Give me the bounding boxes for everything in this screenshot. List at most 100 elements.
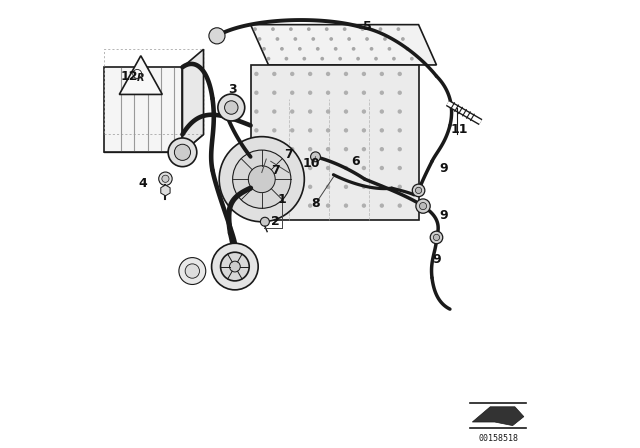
Circle shape bbox=[344, 109, 348, 114]
Circle shape bbox=[344, 128, 348, 133]
Circle shape bbox=[321, 57, 324, 60]
Circle shape bbox=[248, 166, 275, 193]
Text: 1: 1 bbox=[278, 193, 286, 206]
Text: 8: 8 bbox=[311, 197, 320, 211]
Text: 7: 7 bbox=[271, 164, 280, 177]
Circle shape bbox=[272, 128, 276, 133]
Circle shape bbox=[262, 47, 266, 51]
Circle shape bbox=[344, 166, 348, 170]
Circle shape bbox=[362, 185, 366, 189]
Circle shape bbox=[326, 147, 330, 151]
Circle shape bbox=[326, 72, 330, 76]
Circle shape bbox=[397, 166, 402, 170]
Circle shape bbox=[258, 37, 261, 41]
Circle shape bbox=[370, 47, 373, 51]
Circle shape bbox=[294, 37, 297, 41]
Circle shape bbox=[361, 27, 364, 31]
Circle shape bbox=[272, 109, 276, 114]
Circle shape bbox=[271, 27, 275, 31]
Circle shape bbox=[380, 147, 384, 151]
Circle shape bbox=[159, 172, 172, 185]
Circle shape bbox=[168, 138, 197, 167]
Circle shape bbox=[285, 57, 288, 60]
Circle shape bbox=[209, 28, 225, 44]
Circle shape bbox=[334, 47, 337, 51]
Circle shape bbox=[308, 147, 312, 151]
Circle shape bbox=[308, 109, 312, 114]
Circle shape bbox=[254, 185, 259, 189]
Circle shape bbox=[290, 203, 294, 208]
Circle shape bbox=[308, 166, 312, 170]
Circle shape bbox=[433, 234, 440, 241]
Circle shape bbox=[362, 166, 366, 170]
Circle shape bbox=[316, 47, 319, 51]
Text: 12: 12 bbox=[121, 69, 138, 83]
Circle shape bbox=[254, 128, 259, 133]
Circle shape bbox=[212, 243, 258, 290]
Circle shape bbox=[397, 109, 402, 114]
Circle shape bbox=[174, 144, 191, 160]
Circle shape bbox=[362, 109, 366, 114]
Circle shape bbox=[344, 203, 348, 208]
Circle shape bbox=[388, 47, 391, 51]
Circle shape bbox=[344, 185, 348, 189]
Polygon shape bbox=[472, 407, 524, 426]
Circle shape bbox=[289, 27, 292, 31]
Circle shape bbox=[272, 185, 276, 189]
Circle shape bbox=[362, 128, 366, 133]
Circle shape bbox=[330, 37, 333, 41]
Circle shape bbox=[225, 101, 238, 114]
Circle shape bbox=[308, 185, 312, 189]
Text: 5: 5 bbox=[363, 20, 371, 34]
Polygon shape bbox=[251, 25, 436, 65]
Circle shape bbox=[383, 37, 387, 41]
Circle shape bbox=[410, 57, 413, 60]
Circle shape bbox=[185, 264, 200, 278]
Text: R: R bbox=[137, 73, 145, 83]
Circle shape bbox=[308, 203, 312, 208]
Circle shape bbox=[397, 72, 402, 76]
Text: 3: 3 bbox=[228, 83, 237, 96]
Circle shape bbox=[374, 57, 378, 60]
Circle shape bbox=[356, 57, 360, 60]
Circle shape bbox=[339, 57, 342, 60]
Polygon shape bbox=[251, 65, 419, 220]
Polygon shape bbox=[161, 185, 170, 196]
Circle shape bbox=[308, 128, 312, 133]
Circle shape bbox=[362, 72, 366, 76]
Circle shape bbox=[260, 217, 269, 226]
Circle shape bbox=[254, 166, 259, 170]
Circle shape bbox=[290, 185, 294, 189]
Circle shape bbox=[280, 47, 284, 51]
Circle shape bbox=[326, 203, 330, 208]
Circle shape bbox=[326, 128, 330, 133]
Text: 6: 6 bbox=[351, 155, 360, 168]
Circle shape bbox=[254, 147, 259, 151]
Circle shape bbox=[419, 202, 427, 210]
Circle shape bbox=[179, 258, 206, 284]
Circle shape bbox=[326, 185, 330, 189]
Circle shape bbox=[307, 27, 310, 31]
Circle shape bbox=[162, 175, 169, 182]
Circle shape bbox=[380, 203, 384, 208]
Circle shape bbox=[298, 47, 301, 51]
Circle shape bbox=[254, 90, 259, 95]
Circle shape bbox=[290, 72, 294, 76]
Text: 00158518: 00158518 bbox=[478, 434, 518, 443]
Circle shape bbox=[362, 203, 366, 208]
Circle shape bbox=[233, 150, 291, 208]
Circle shape bbox=[430, 231, 443, 244]
Circle shape bbox=[326, 90, 330, 95]
Circle shape bbox=[380, 72, 384, 76]
Circle shape bbox=[397, 203, 402, 208]
Circle shape bbox=[312, 37, 315, 41]
Circle shape bbox=[290, 147, 294, 151]
Circle shape bbox=[253, 27, 257, 31]
Circle shape bbox=[416, 199, 430, 213]
Circle shape bbox=[397, 90, 402, 95]
Circle shape bbox=[290, 90, 294, 95]
Circle shape bbox=[397, 27, 400, 31]
Circle shape bbox=[344, 147, 348, 151]
Circle shape bbox=[397, 128, 402, 133]
Circle shape bbox=[290, 166, 294, 170]
